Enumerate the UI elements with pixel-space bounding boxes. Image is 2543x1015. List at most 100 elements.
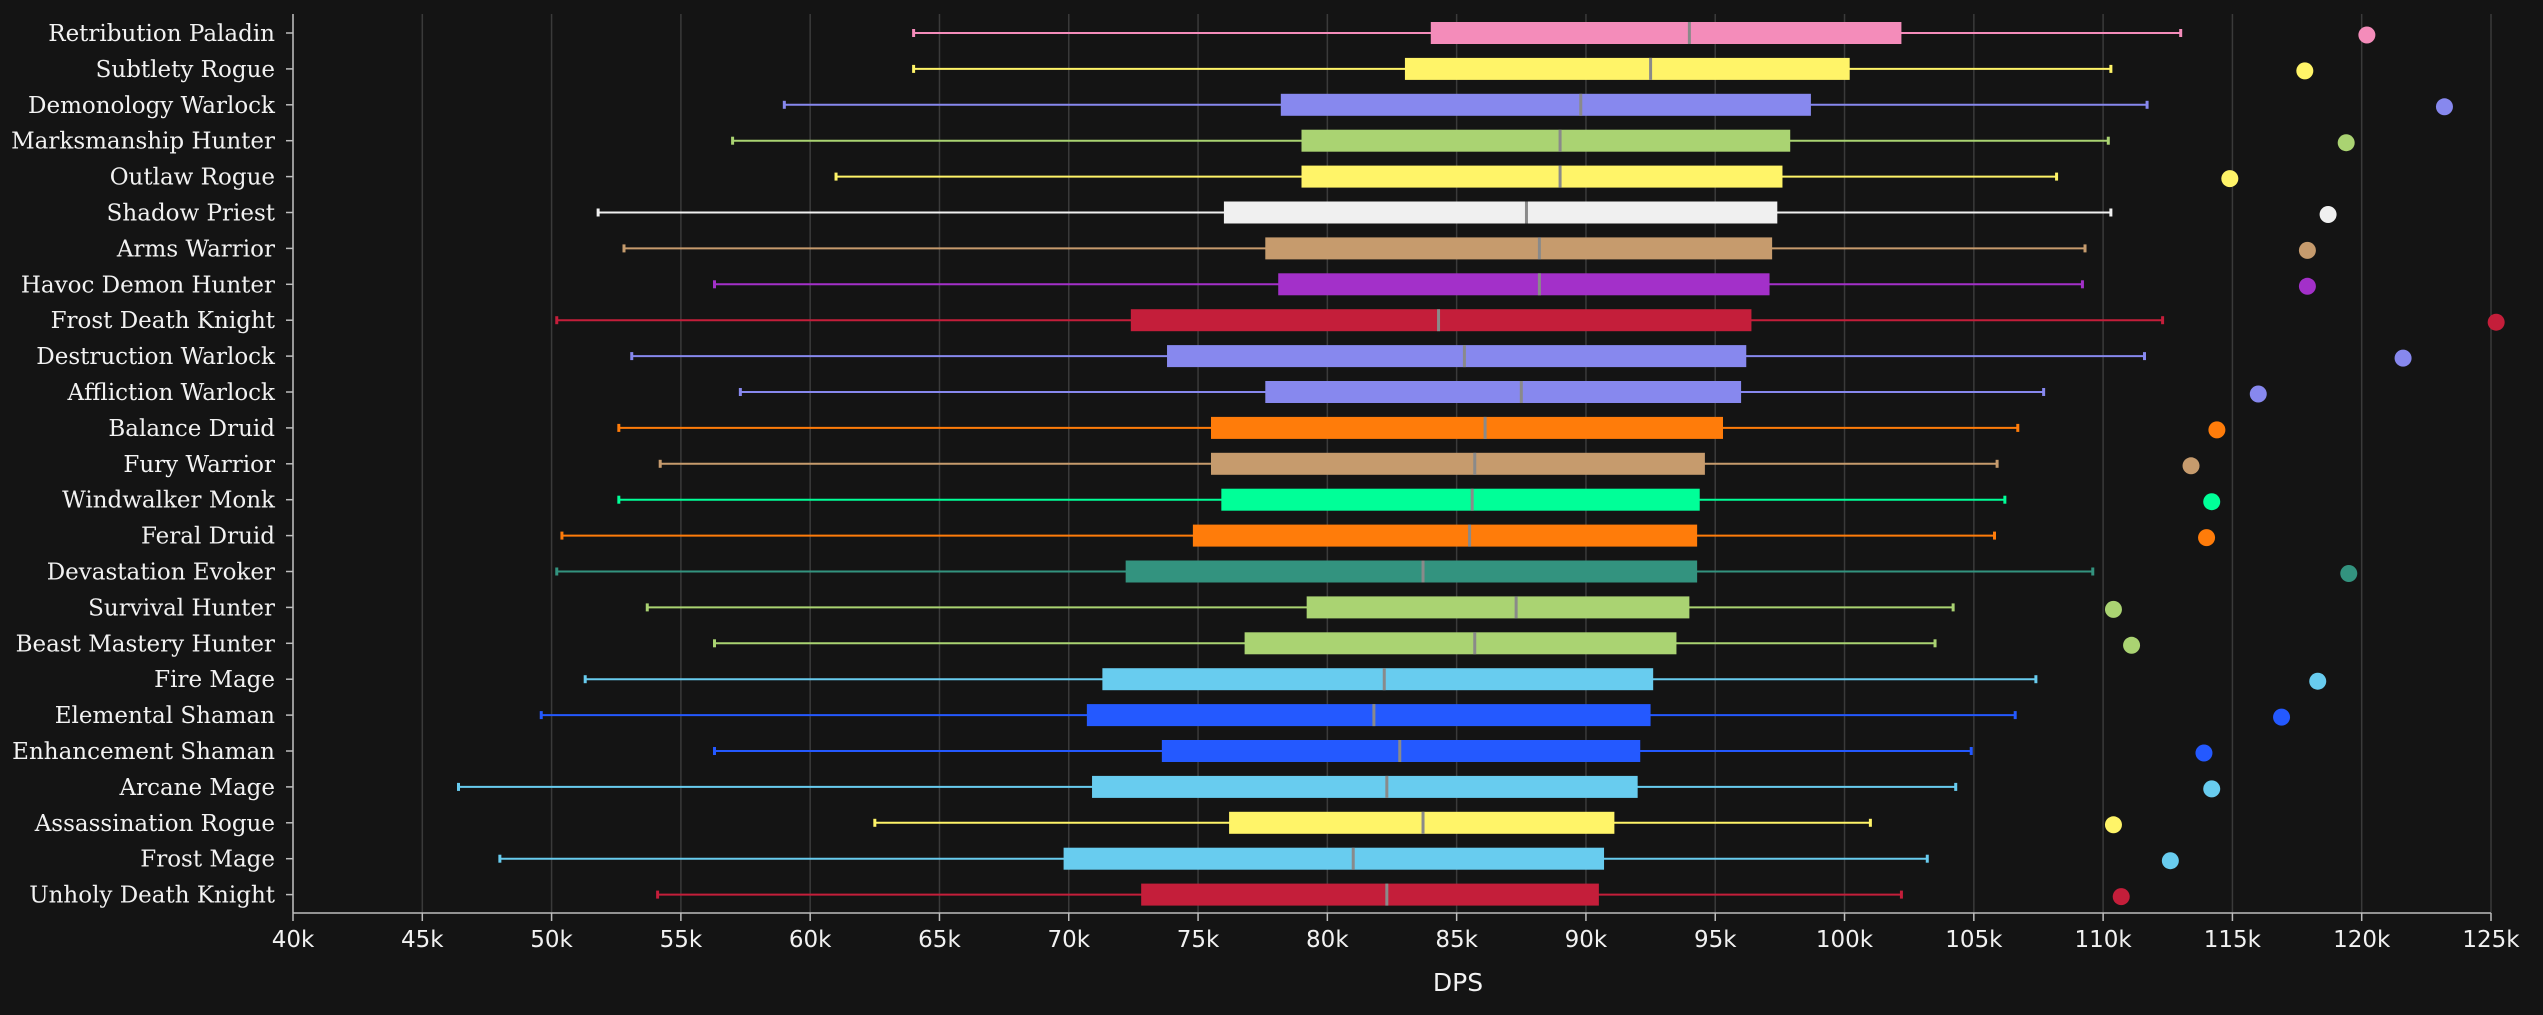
outlier-point xyxy=(2249,385,2267,403)
series-outlaw-rogue xyxy=(834,165,2239,188)
series-balance-druid xyxy=(617,416,2226,439)
x-tick-label: 110k xyxy=(2075,927,2133,953)
series-fire-mage xyxy=(583,668,2327,691)
outlier-point xyxy=(2208,421,2226,439)
series-destruction-warlock xyxy=(630,345,2412,368)
x-tick-label: 50k xyxy=(530,927,573,953)
outlier-point xyxy=(2104,600,2122,618)
outlier-point xyxy=(2337,134,2355,152)
axes xyxy=(286,14,2492,921)
category-label: Frost Mage xyxy=(140,847,275,873)
x-tick-label: 70k xyxy=(1047,927,1090,953)
iqr-box xyxy=(1221,488,1700,511)
series-arms-warrior xyxy=(622,237,2316,260)
category-label: Retribution Paladin xyxy=(48,21,275,47)
series-unholy-death-knight xyxy=(656,883,2130,906)
category-label: Devastation Evoker xyxy=(47,560,275,586)
iqr-box xyxy=(1063,847,1605,870)
x-tick-label: 120k xyxy=(2333,927,2391,953)
iqr-box xyxy=(1404,57,1850,80)
series-demonology-warlock xyxy=(782,93,2453,116)
series-shadow-priest xyxy=(596,201,2337,224)
category-label: Demonology Warlock xyxy=(28,93,276,119)
x-tick-label: 60k xyxy=(789,927,832,953)
outlier-point xyxy=(2358,26,2376,44)
iqr-box xyxy=(1278,273,1770,296)
x-tick-label: 45k xyxy=(401,927,444,953)
outlier-point xyxy=(2221,170,2239,188)
iqr-box xyxy=(1125,560,1698,583)
series xyxy=(456,22,2505,906)
iqr-box xyxy=(1092,775,1638,798)
x-axis-title: DPS xyxy=(1433,968,1483,997)
outlier-point xyxy=(2435,98,2453,116)
outlier-point xyxy=(2340,565,2358,582)
x-tick-label: 85k xyxy=(1435,927,1478,953)
iqr-box xyxy=(1301,129,1791,152)
outlier-point xyxy=(2123,636,2141,654)
iqr-box xyxy=(1223,201,1778,224)
x-tick-label: 75k xyxy=(1177,927,1220,953)
x-tick-label: 105k xyxy=(1945,927,2003,953)
iqr-box xyxy=(1210,416,1723,439)
iqr-box xyxy=(1102,668,1654,691)
category-label: Feral Druid xyxy=(141,524,275,550)
iqr-box xyxy=(1167,345,1747,368)
outlier-point xyxy=(2298,277,2316,295)
series-assassination-rogue xyxy=(873,811,2122,834)
outlier-point xyxy=(2203,780,2221,798)
category-label: Destruction Warlock xyxy=(36,344,276,370)
outlier-point xyxy=(2104,816,2122,834)
outlier-point xyxy=(2198,529,2216,547)
outlier-point xyxy=(2182,457,2200,475)
outlier-point xyxy=(2161,852,2179,870)
category-label: Arms Warrior xyxy=(116,236,275,262)
category-label: Fire Mage xyxy=(154,667,275,693)
series-frost-mage xyxy=(498,847,2179,870)
category-label: Frost Death Knight xyxy=(51,308,276,334)
series-subtlety-rogue xyxy=(912,57,2314,80)
outlier-point xyxy=(2112,888,2130,906)
iqr-box xyxy=(1141,883,1599,906)
series-feral-druid xyxy=(560,524,2216,547)
category-label: Havoc Demon Hunter xyxy=(21,272,275,298)
outlier-point xyxy=(2203,493,2221,511)
category-label: Balance Druid xyxy=(108,416,275,442)
x-tick-labels: 40k 45k 50k 55k 60k 65k 70k 75k 80k 85k 90k 95k 100k… xyxy=(272,927,2521,953)
series-affliction-warlock xyxy=(738,381,2267,403)
category-label: Windwalker Monk xyxy=(62,488,276,514)
outlier-point xyxy=(2273,708,2291,726)
x-tick-label: 65k xyxy=(918,927,961,953)
outlier-point xyxy=(2195,744,2213,762)
outlier-point xyxy=(2309,672,2327,690)
x-tick-label: 55k xyxy=(660,927,703,953)
category-label: Shadow Priest xyxy=(107,201,276,227)
outlier-point xyxy=(2319,206,2337,223)
category-label: Survival Hunter xyxy=(88,595,275,621)
series-frost-death-knight xyxy=(555,309,2505,332)
series-survival-hunter xyxy=(645,596,2122,619)
iqr-box xyxy=(1265,237,1773,260)
iqr-box xyxy=(1301,165,1783,188)
x-tick-label: 80k xyxy=(1306,927,1349,953)
category-label: Assassination Rogue xyxy=(34,811,275,837)
category-label: Outlaw Rogue xyxy=(110,165,275,191)
iqr-box xyxy=(1430,22,1902,44)
x-tick-label: 95k xyxy=(1694,927,1737,953)
iqr-box xyxy=(1280,93,1811,116)
x-tick-label: 40k xyxy=(272,927,315,953)
category-label: Affliction Warlock xyxy=(67,380,277,406)
iqr-box xyxy=(1306,596,1690,619)
series-fury-warrior xyxy=(658,452,2200,475)
category-label: Beast Mastery Hunter xyxy=(16,631,275,657)
series-windwalker-monk xyxy=(617,488,2221,511)
outlier-point xyxy=(2298,241,2316,259)
series-beast-mastery-hunter xyxy=(712,632,2141,655)
series-elemental-shaman xyxy=(539,704,2291,727)
category-labels: Retribution Paladin Subtlety Rogue Demonol… xyxy=(11,21,276,909)
outlier-point xyxy=(2296,62,2314,80)
iqr-box xyxy=(1244,632,1677,655)
series-arcane-mage xyxy=(456,775,2221,798)
category-label: Marksmanship Hunter xyxy=(11,129,275,155)
iqr-box xyxy=(1086,704,1651,727)
